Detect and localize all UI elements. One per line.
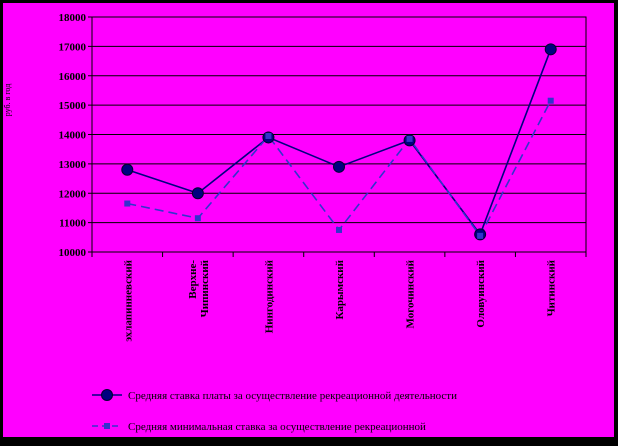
series-2-point (547, 97, 554, 104)
series-2-point (194, 215, 201, 222)
series-1-point (333, 160, 345, 173)
x-tick-label: Верхне-Чипинский (187, 259, 211, 317)
y-tick-label: 11000 (59, 218, 86, 230)
series-2-point (124, 200, 131, 207)
x-tick-label: Оловуинский (475, 259, 487, 327)
series-1-point (544, 43, 557, 56)
y-tick-label: 18000 (59, 12, 87, 24)
y-tick-label: 14000 (59, 130, 87, 142)
y-axis-label: руб. в год (3, 84, 12, 117)
y-tick-label: 12000 (59, 188, 87, 200)
series-2-point (265, 132, 272, 139)
series-2-point (477, 232, 484, 239)
x-tick-label: Могочинский (405, 259, 417, 328)
x-tick-label: Карымский (334, 259, 346, 319)
x-tick-label: Читинский (546, 259, 558, 316)
legend: Средняя ставка платы за осуществление ре… (92, 389, 457, 433)
legend-label-2: Средняя минимальная ставка за осуществле… (128, 421, 426, 433)
x-tick-label: Нингодинский (263, 259, 275, 333)
legend-marker-2 (104, 423, 110, 429)
series-2-point (406, 135, 413, 142)
y-tick-label: 15000 (59, 100, 87, 112)
series-1-point (191, 187, 204, 200)
y-tick-label: 13000 (59, 159, 87, 171)
y-tick-label: 10000 (59, 247, 87, 259)
legend-marker-1 (101, 389, 113, 401)
series-1-point (121, 163, 134, 176)
y-tick-label: 16000 (59, 71, 87, 83)
x-tick-label: эхлапинневский (122, 259, 134, 341)
y-tick-label: 17000 (59, 41, 87, 53)
series-2-point (336, 226, 342, 233)
legend-label-1: Средняя ставка платы за осуществление ре… (128, 390, 457, 402)
